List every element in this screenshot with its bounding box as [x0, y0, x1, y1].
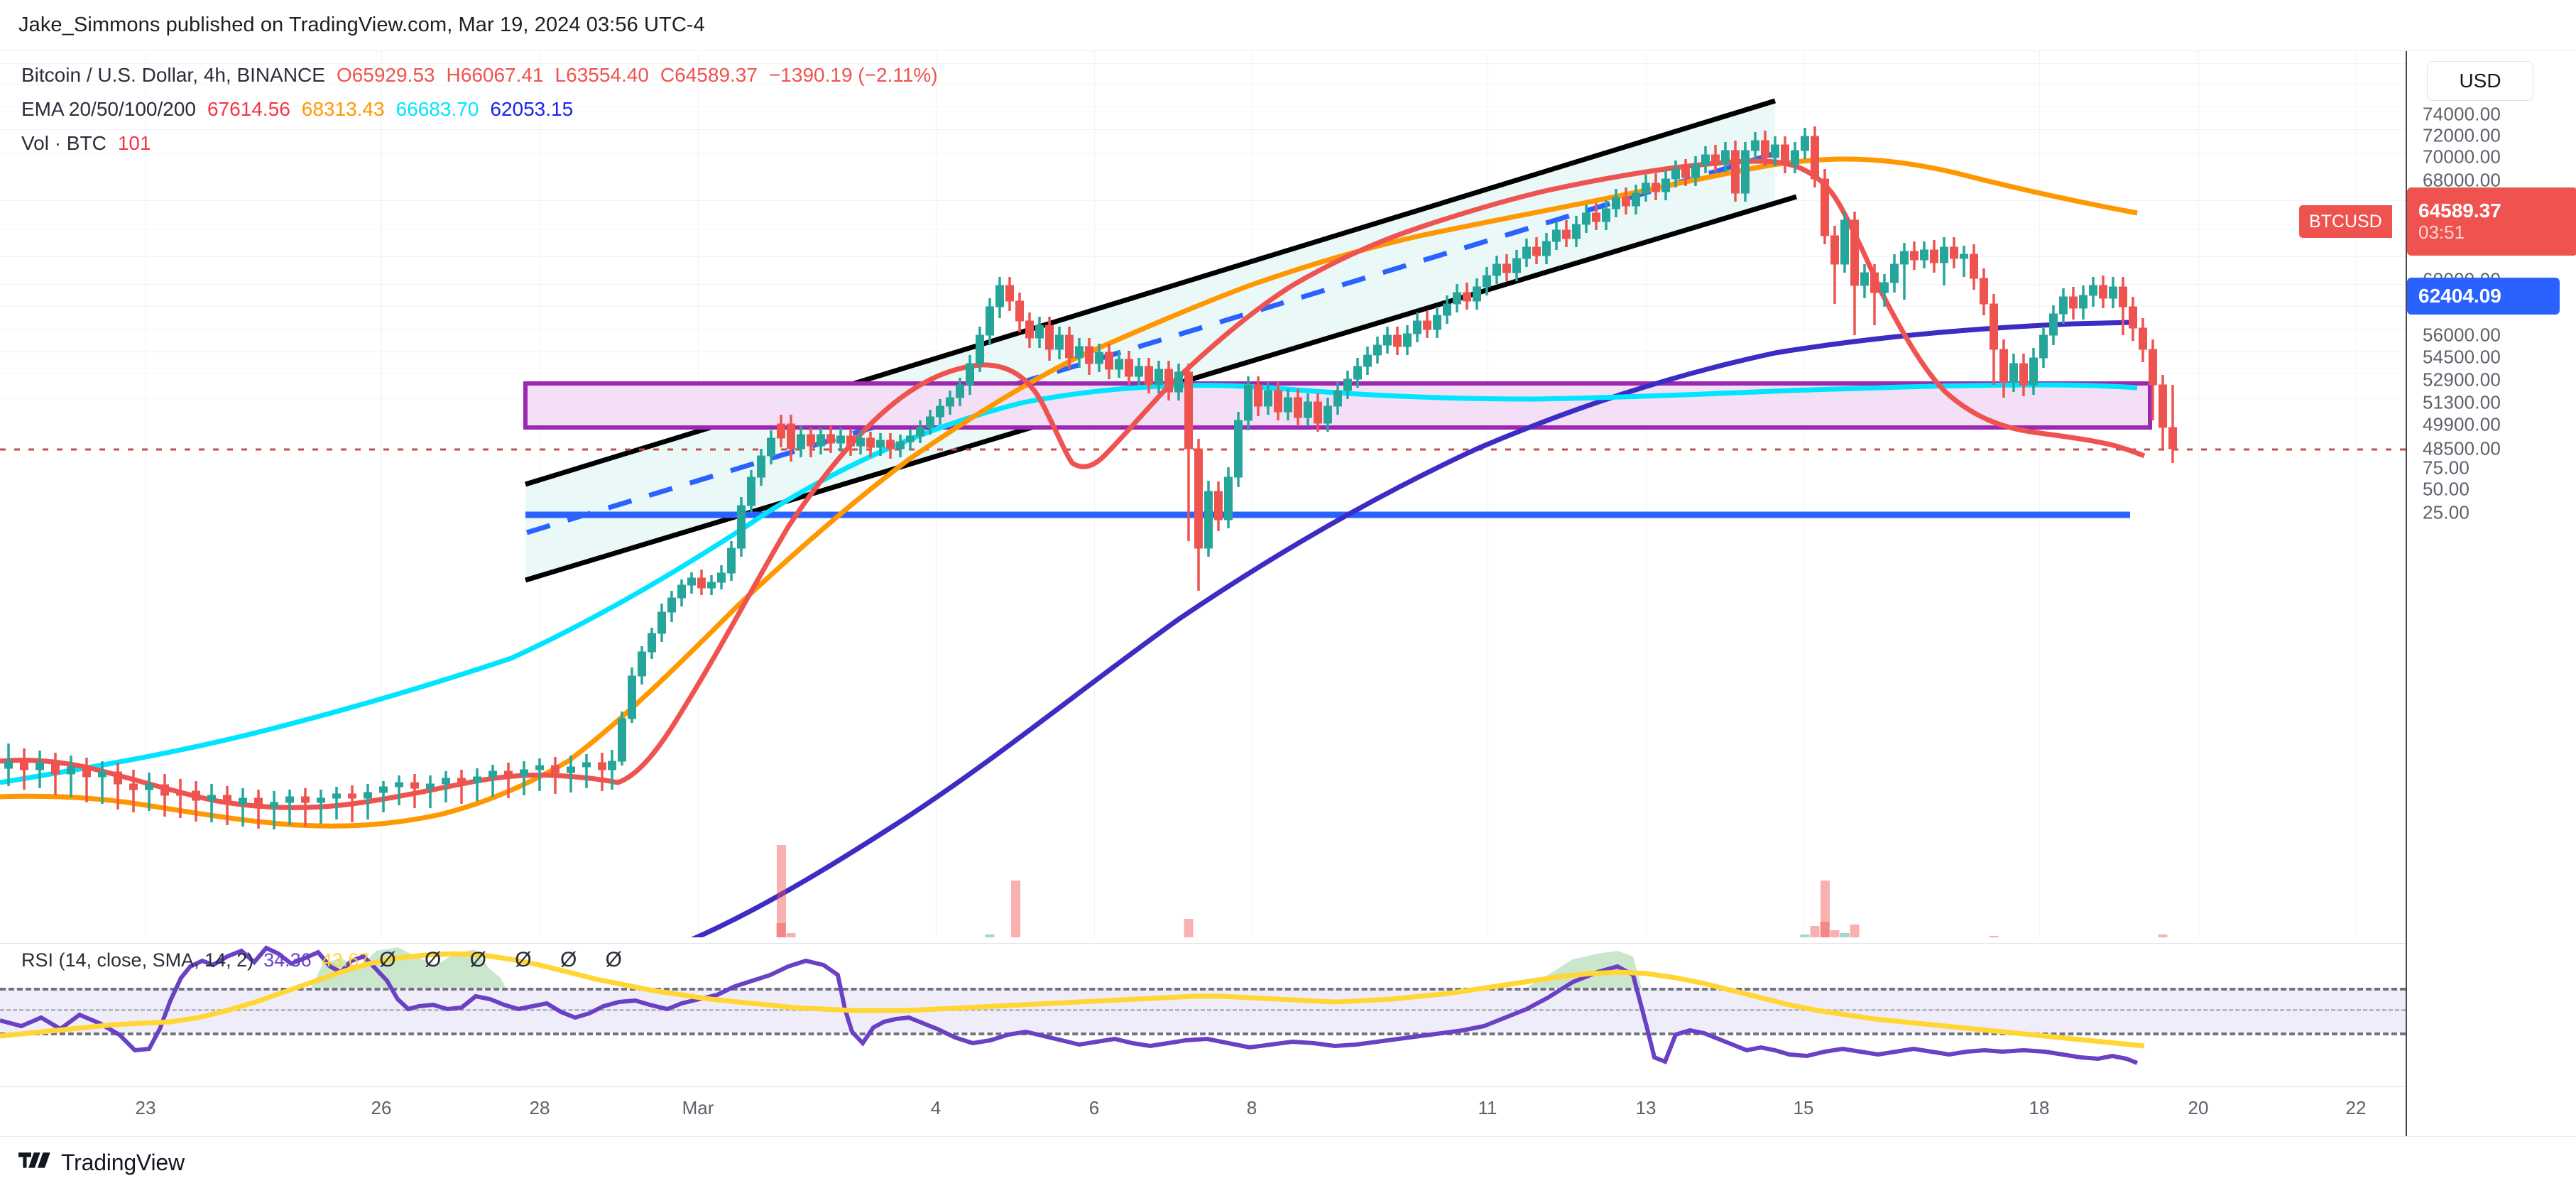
legend-row-volume: Vol · BTC 101 — [21, 132, 938, 166]
gridline-v — [381, 51, 382, 937]
gridline-h — [0, 200, 2406, 201]
footer-bar: TradingView — [0, 1136, 2576, 1188]
publisher-bar: Jake_Simmons published on TradingView.co… — [0, 0, 2576, 51]
ohlc-open: O65929.53 — [336, 64, 435, 86]
rsi-axis-label: 75.00 — [2423, 457, 2470, 479]
gridline-v — [1094, 51, 1095, 937]
legend-row-symbol: Bitcoin / U.S. Dollar, 4h, BINANCE O6592… — [21, 64, 938, 98]
axis-label: 49900.00 — [2423, 413, 2501, 435]
last-price-value: 64589.37 — [2418, 200, 2501, 222]
publisher-text: Jake_Simmons published on TradingView.co… — [18, 13, 705, 36]
axis-label: 70000.00 — [2423, 146, 2501, 168]
time-axis[interactable]: 23 26 28 Mar 4 6 8 11 13 15 18 20 22 — [0, 1086, 2406, 1136]
currency-badge[interactable]: USD — [2427, 61, 2533, 101]
rsi-oversold-line — [0, 1032, 2406, 1035]
volume-title: Vol · BTC — [21, 132, 107, 154]
symbol-title: Bitcoin / U.S. Dollar, 4h, BINANCE — [21, 64, 325, 86]
gridline-v — [1803, 51, 1804, 937]
ema-title: EMA 20/50/100/200 — [21, 98, 196, 120]
channel-midline — [525, 146, 1791, 535]
price-axis[interactable]: USD 74000.00 72000.00 70000.00 68000.00 … — [2406, 51, 2576, 1081]
last-price-badge[interactable]: 64589.37 03:51 — [2407, 187, 2576, 256]
gridline-h — [0, 256, 2406, 257]
time-label: 18 — [2029, 1097, 2050, 1118]
gridline-h — [0, 63, 2406, 64]
ema200-value: 62053.15 — [490, 98, 574, 120]
axis-label: 52900.00 — [2423, 369, 2501, 391]
rsi-sma-value: 43.67 — [321, 949, 370, 971]
time-label: 11 — [1478, 1097, 1497, 1118]
rsi-legend: RSI (14, close, SMA, 14, 2) 34.36 43.67 … — [21, 948, 633, 972]
rsi-axis-label: 50.00 — [2423, 478, 2470, 500]
ticker-tag[interactable]: BTCUSD — [2299, 205, 2392, 238]
time-label: Mar — [682, 1097, 714, 1118]
rsi-line — [0, 945, 2139, 1065]
gridline-h — [0, 106, 2406, 107]
time-label: 8 — [1246, 1097, 1257, 1118]
ema50-value: 68313.43 — [301, 98, 385, 120]
axis-label: 56000.00 — [2423, 324, 2501, 346]
ema100-value: 66683.70 — [395, 98, 479, 120]
time-label: 23 — [135, 1097, 156, 1118]
time-label: 13 — [1635, 1097, 1657, 1118]
time-label: 20 — [2188, 1097, 2209, 1118]
rsi-overbought-markers: Ø Ø Ø Ø Ø Ø — [379, 948, 633, 971]
gridline-v — [2198, 51, 2199, 937]
last-price-countdown: 03:51 — [2418, 221, 2465, 243]
time-label: 28 — [529, 1097, 550, 1118]
rsi-overbought-line — [0, 988, 2406, 991]
rsi-overbought-fill — [311, 947, 506, 988]
volume-series — [776, 845, 2168, 937]
ohlc-close: C64589.37 — [660, 64, 758, 86]
tradingview-wordmark: TradingView — [61, 1149, 185, 1175]
ohlc-change: −1390.19 (−2.11%) — [768, 64, 938, 86]
gridline-v — [936, 51, 937, 937]
axis-label: 74000.00 — [2423, 103, 2501, 125]
level-price-value: 62404.09 — [2418, 285, 2501, 307]
legend-row-ema: EMA 20/50/100/200 67614.56 68313.43 6668… — [21, 98, 938, 132]
rsi-title: RSI (14, close, SMA, 14, 2) — [21, 949, 254, 971]
rsi-axis-label: 25.00 — [2423, 501, 2470, 523]
level-price-badge[interactable]: 62404.09 — [2407, 278, 2560, 315]
rsi-series-svg — [0, 945, 2145, 1065]
ema100-line — [0, 382, 2138, 785]
gridline-h — [0, 153, 2406, 154]
chart-legend: Bitcoin / U.S. Dollar, 4h, BINANCE O6592… — [21, 64, 938, 166]
axis-label: 72000.00 — [2423, 124, 2501, 146]
gridline-h — [0, 129, 2406, 130]
gridline-v — [1646, 51, 1647, 937]
rsi-sma-line — [0, 951, 2145, 1049]
ema20-value: 67614.56 — [207, 98, 290, 120]
rsi-value: 34.36 — [263, 949, 312, 971]
candlestick-series — [4, 126, 2177, 829]
ohlc-low: L63554.40 — [555, 64, 649, 86]
gridline-v — [2356, 51, 2357, 937]
time-label: 4 — [930, 1097, 942, 1118]
axis-label: 48500.00 — [2423, 437, 2501, 459]
time-label: 6 — [1088, 1097, 1100, 1118]
rsi-midline — [0, 1009, 2406, 1011]
time-label: 22 — [2345, 1097, 2367, 1118]
volume-value: 101 — [117, 132, 151, 154]
time-label: 15 — [1793, 1097, 1814, 1118]
tradingview-logo-icon — [18, 1152, 51, 1173]
rsi-pane[interactable]: RSI (14, close, SMA, 14, 2) 34.36 43.67 … — [0, 943, 2406, 1085]
axis-label: 68000.00 — [2423, 169, 2501, 191]
time-label: 26 — [371, 1097, 392, 1118]
axis-label: 51300.00 — [2423, 391, 2501, 413]
axis-label: 54500.00 — [2423, 346, 2501, 368]
ohlc-high: H66067.41 — [446, 64, 544, 86]
gridline-v — [2039, 51, 2040, 937]
price-chart-pane[interactable]: Bitcoin / U.S. Dollar, 4h, BINANCE O6592… — [0, 51, 2406, 937]
ema200-line — [690, 320, 2131, 937]
